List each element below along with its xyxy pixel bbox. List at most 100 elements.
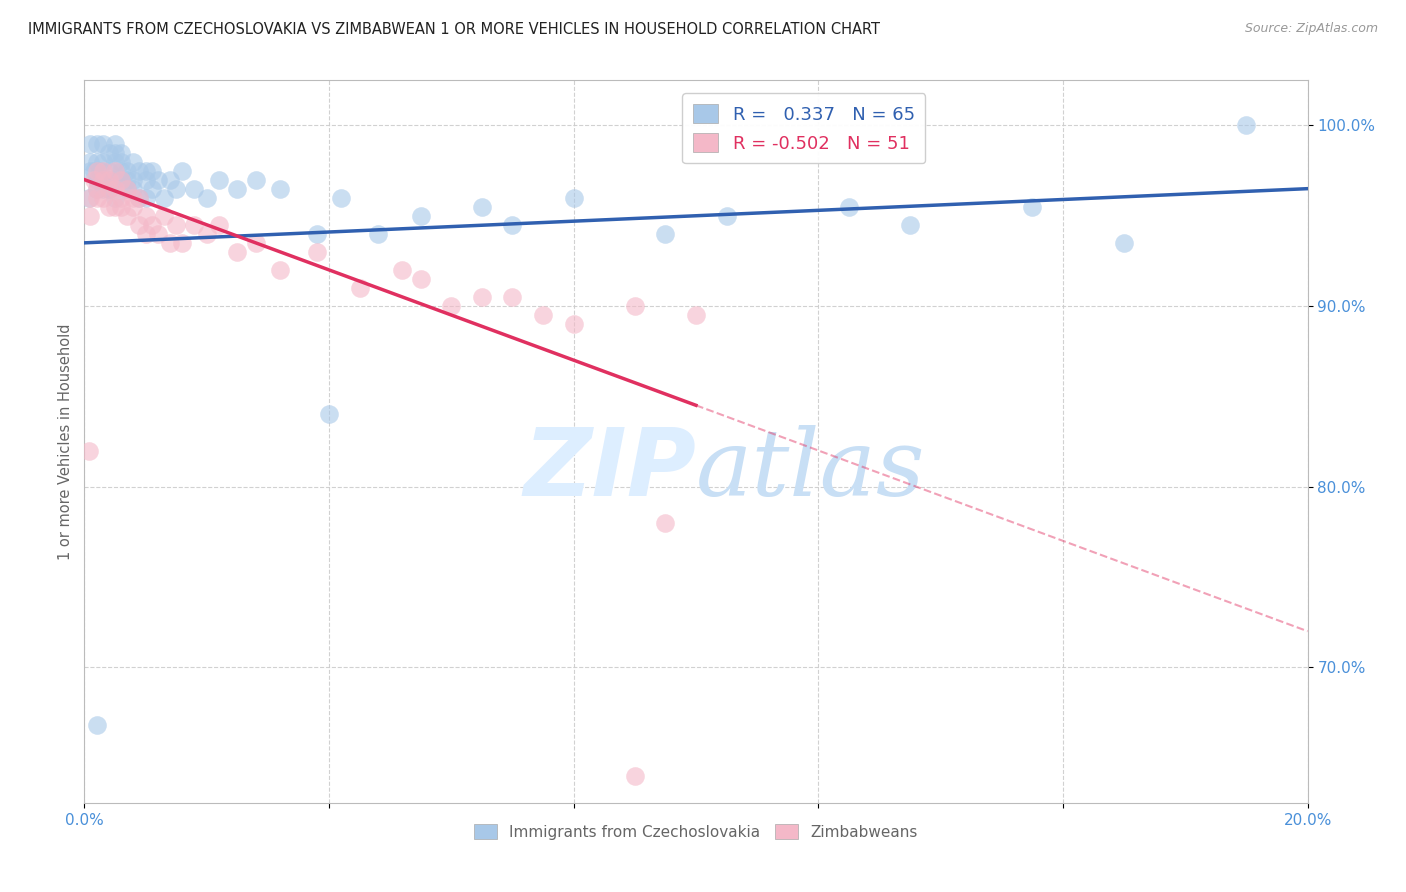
- Point: [440, 299, 463, 313]
- Point: [471, 290, 494, 304]
- Point: [141, 163, 163, 178]
- Point: [83, 172, 105, 186]
- Point: [269, 263, 291, 277]
- Point: [838, 200, 860, 214]
- Point: [135, 209, 157, 223]
- Point: [471, 200, 494, 214]
- Point: [141, 181, 163, 195]
- Point: [91, 172, 114, 186]
- Point: [195, 227, 218, 241]
- Point: [898, 218, 921, 232]
- Point: [1114, 235, 1136, 250]
- Point: [128, 191, 150, 205]
- Point: [165, 218, 187, 232]
- Point: [349, 281, 371, 295]
- Point: [153, 191, 176, 205]
- Point: [1021, 200, 1043, 214]
- Point: [83, 163, 105, 178]
- Text: Source: ZipAtlas.com: Source: ZipAtlas.com: [1244, 22, 1378, 36]
- Point: [104, 191, 127, 205]
- Point: [91, 191, 114, 205]
- Point: [104, 154, 127, 169]
- Point: [115, 181, 138, 195]
- Point: [128, 191, 150, 205]
- Point: [79, 154, 101, 169]
- Point: [110, 191, 132, 205]
- Point: [104, 200, 127, 214]
- Point: [135, 191, 157, 205]
- Text: IMMIGRANTS FROM CZECHOSLOVAKIA VS ZIMBABWEAN 1 OR MORE VEHICLES IN HOUSEHOLD COR: IMMIGRANTS FROM CZECHOSLOVAKIA VS ZIMBAB…: [28, 22, 880, 37]
- Point: [195, 191, 218, 205]
- Point: [716, 209, 738, 223]
- Point: [86, 191, 108, 205]
- Point: [110, 200, 132, 214]
- Point: [269, 181, 291, 195]
- Point: [562, 317, 585, 331]
- Point: [391, 263, 413, 277]
- Point: [104, 181, 127, 195]
- Point: [86, 154, 108, 169]
- Point: [79, 191, 101, 205]
- Point: [110, 163, 132, 178]
- Point: [409, 209, 432, 223]
- Point: [128, 218, 150, 232]
- Point: [97, 172, 120, 186]
- Point: [77, 191, 100, 205]
- Point: [146, 227, 169, 241]
- Point: [86, 181, 108, 195]
- Point: [531, 308, 554, 322]
- Point: [110, 154, 132, 169]
- Point: [97, 181, 120, 195]
- Point: [624, 769, 647, 783]
- Point: [330, 191, 353, 205]
- Point: [122, 172, 145, 186]
- Point: [91, 181, 114, 195]
- Point: [141, 218, 163, 232]
- Point: [172, 235, 194, 250]
- Point: [146, 172, 169, 186]
- Point: [245, 172, 267, 186]
- Point: [115, 163, 138, 178]
- Point: [226, 181, 249, 195]
- Point: [115, 172, 138, 186]
- Point: [86, 163, 108, 178]
- Point: [122, 191, 145, 205]
- Point: [97, 145, 120, 160]
- Point: [110, 145, 132, 160]
- Point: [104, 136, 127, 151]
- Point: [115, 181, 138, 195]
- Point: [104, 172, 127, 186]
- Point: [502, 290, 524, 304]
- Point: [208, 172, 231, 186]
- Point: [122, 154, 145, 169]
- Point: [305, 227, 328, 241]
- Point: [97, 181, 120, 195]
- Point: [104, 163, 127, 178]
- Point: [91, 136, 114, 151]
- Point: [91, 154, 114, 169]
- Point: [685, 308, 707, 322]
- Point: [502, 218, 524, 232]
- Point: [183, 181, 205, 195]
- Point: [79, 136, 101, 151]
- Point: [77, 443, 100, 458]
- Y-axis label: 1 or more Vehicles in Household: 1 or more Vehicles in Household: [58, 323, 73, 560]
- Point: [367, 227, 389, 241]
- Point: [97, 172, 120, 186]
- Point: [110, 172, 132, 186]
- Point: [245, 235, 267, 250]
- Point: [159, 172, 181, 186]
- Point: [110, 172, 132, 186]
- Legend: Immigrants from Czechoslovakia, Zimbabweans: Immigrants from Czechoslovakia, Zimbabwe…: [468, 818, 924, 846]
- Point: [86, 172, 108, 186]
- Point: [104, 145, 127, 160]
- Point: [654, 516, 676, 530]
- Point: [97, 200, 120, 214]
- Point: [122, 181, 145, 195]
- Point: [654, 227, 676, 241]
- Point: [91, 163, 114, 178]
- Point: [153, 209, 176, 223]
- Point: [128, 163, 150, 178]
- Text: ZIP: ZIP: [523, 425, 696, 516]
- Point: [318, 408, 340, 422]
